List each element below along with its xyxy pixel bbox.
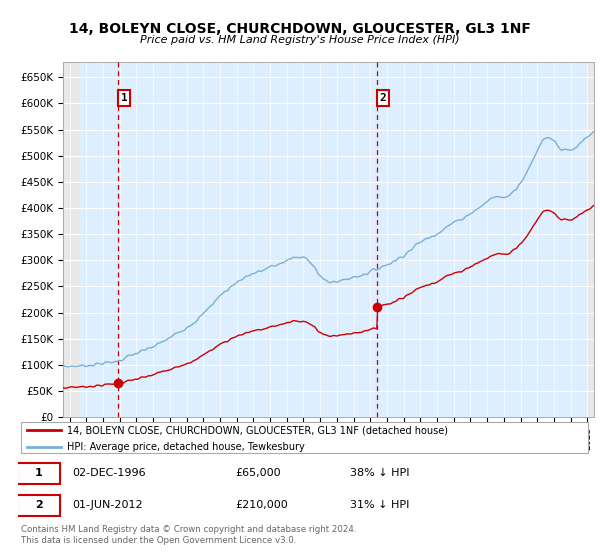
Text: 01-JUN-2012: 01-JUN-2012 [73,500,143,510]
Text: 1: 1 [35,468,43,478]
FancyBboxPatch shape [17,463,60,484]
Text: 38% ↓ HPI: 38% ↓ HPI [350,468,410,478]
Bar [63,62,78,417]
Bar [587,62,594,417]
Text: 31% ↓ HPI: 31% ↓ HPI [350,500,410,510]
Text: Price paid vs. HM Land Registry's House Price Index (HPI): Price paid vs. HM Land Registry's House … [140,35,460,45]
Text: £65,000: £65,000 [236,468,281,478]
FancyBboxPatch shape [21,422,588,454]
Text: 2: 2 [380,93,386,103]
Text: HPI: Average price, detached house, Tewkesbury: HPI: Average price, detached house, Tewk… [67,442,304,452]
Text: 1: 1 [121,93,128,103]
Text: 2: 2 [35,500,43,510]
Text: 14, BOLEYN CLOSE, CHURCHDOWN, GLOUCESTER, GL3 1NF (detached house): 14, BOLEYN CLOSE, CHURCHDOWN, GLOUCESTER… [67,425,448,435]
Text: £210,000: £210,000 [236,500,289,510]
Text: 02-DEC-1996: 02-DEC-1996 [73,468,146,478]
Text: 14, BOLEYN CLOSE, CHURCHDOWN, GLOUCESTER, GL3 1NF: 14, BOLEYN CLOSE, CHURCHDOWN, GLOUCESTER… [69,22,531,36]
FancyBboxPatch shape [17,494,60,516]
Bar [587,62,594,417]
Bar [63,62,78,417]
Text: Contains HM Land Registry data © Crown copyright and database right 2024.
This d: Contains HM Land Registry data © Crown c… [21,525,356,545]
